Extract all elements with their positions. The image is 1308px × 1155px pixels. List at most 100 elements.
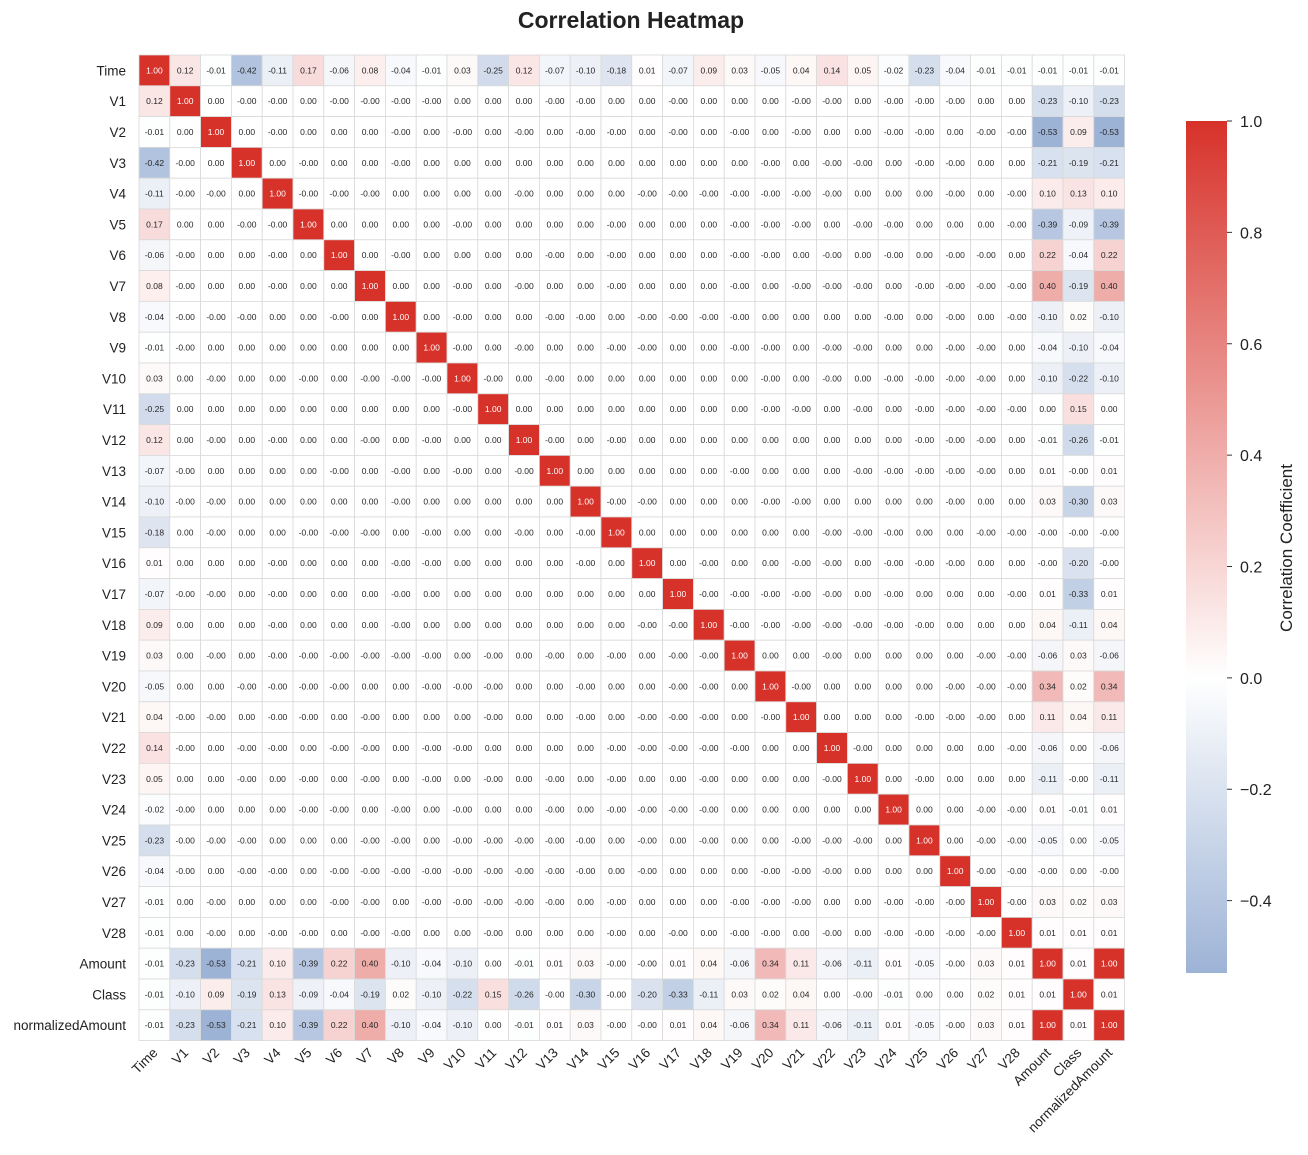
heatmap-cell <box>631 609 663 641</box>
heatmap-cell <box>261 578 294 610</box>
cell-value-label: 0.01 <box>1039 989 1056 999</box>
heatmap-cell <box>847 1009 879 1041</box>
cell-value-label: 0.00 <box>1009 497 1026 507</box>
cell-value-label: -0.00 <box>946 466 966 476</box>
heatmap-cell <box>970 609 1002 641</box>
cell-value-label: -0.01 <box>1069 805 1089 815</box>
cell-value-label: 0.00 <box>731 805 748 815</box>
cell-value-label: -0.00 <box>607 897 627 907</box>
heatmap-cell <box>939 208 971 241</box>
heatmap-cell <box>446 701 479 733</box>
heatmap-cell <box>662 85 694 118</box>
heatmap-cell <box>939 886 971 918</box>
cell-value-label: 0.01 <box>1039 928 1056 938</box>
heatmap-cell <box>970 917 1002 949</box>
cell-value-label: 0.00 <box>1070 866 1087 876</box>
cell-value-label: -0.00 <box>1007 589 1027 599</box>
cell-value-label: 0.00 <box>331 497 348 507</box>
cell-value-label: -0.01 <box>1100 65 1120 75</box>
cell-value-label: 0.00 <box>701 373 718 383</box>
heatmap-cell <box>662 485 694 518</box>
heatmap-cell <box>261 393 294 425</box>
cell-value-label: 0.00 <box>608 158 625 168</box>
cell-value-label: -0.00 <box>330 527 350 537</box>
heatmap-cell <box>1062 424 1095 456</box>
y-tick-label: V12 <box>102 433 126 448</box>
heatmap-cell <box>539 824 571 857</box>
cell-value-label: -0.00 <box>391 589 411 599</box>
cell-value-label: 0.04 <box>793 65 810 75</box>
heatmap-cell <box>939 331 971 364</box>
cell-value-label: -0.00 <box>206 835 226 845</box>
cell-value-label: 0.00 <box>793 158 810 168</box>
cell-value-label: 0.00 <box>208 404 225 414</box>
cell-value-label: -0.00 <box>792 897 812 907</box>
heatmap-cell <box>354 824 386 857</box>
heatmap-cell <box>261 609 294 641</box>
cell-value-label: 0.00 <box>300 466 317 476</box>
cell-value-label: 0.00 <box>701 281 718 291</box>
colorbar-tick-label: 0.8 <box>1240 225 1262 242</box>
heatmap-cell <box>970 855 1002 887</box>
heatmap-cell <box>230 609 263 641</box>
cell-value-label: -0.00 <box>638 835 658 845</box>
cell-value-label: -0.00 <box>853 620 873 630</box>
heatmap-cell <box>1001 978 1033 1011</box>
cell-value-label: 0.00 <box>793 928 810 938</box>
heatmap-cell <box>939 763 971 795</box>
cell-value-label: 0.00 <box>1009 96 1026 106</box>
cell-value-label: -0.00 <box>484 866 504 876</box>
cell-value-label: -0.00 <box>422 681 442 691</box>
cell-value-label: -0.00 <box>330 805 350 815</box>
cell-value-label: 0.00 <box>362 681 379 691</box>
cell-value-label: 0.00 <box>824 312 841 322</box>
cell-value-label: -0.00 <box>822 774 842 784</box>
cell-value-label: -0.00 <box>668 805 688 815</box>
heatmap-cell <box>384 300 417 333</box>
heatmap-cell <box>939 917 971 949</box>
cell-value-label: 0.00 <box>762 651 779 661</box>
cell-value-label: 0.04 <box>1101 620 1118 630</box>
cell-value-label: -0.53 <box>1100 127 1120 137</box>
cell-value-label: -0.00 <box>946 497 966 507</box>
x-tick-label: V17 <box>657 1045 685 1073</box>
cell-value-label: 0.00 <box>947 127 964 137</box>
cell-value-label: 0.00 <box>423 281 440 291</box>
cell-value-label: -0.00 <box>822 835 842 845</box>
heatmap-cell <box>1093 886 1126 918</box>
cell-value-label: 0.00 <box>547 158 564 168</box>
heatmap-cell <box>1093 424 1126 456</box>
cell-value-label: 0.00 <box>547 404 564 414</box>
heatmap-cell <box>169 146 202 179</box>
cell-value-label: 0.00 <box>331 343 348 353</box>
cell-value-label: -0.00 <box>915 435 935 445</box>
cell-value-label: 0.00 <box>1009 158 1026 168</box>
heatmap-cell <box>1093 1009 1126 1041</box>
cell-value-label: -0.00 <box>268 712 288 722</box>
heatmap-cell <box>477 578 509 610</box>
colorbar-label: Correlation Coefficient <box>1277 464 1296 632</box>
cell-value-label: -0.00 <box>1007 281 1027 291</box>
cell-value-label: 0.00 <box>1009 250 1026 260</box>
cell-value-label: 0.22 <box>1039 250 1056 260</box>
cell-value-label: -0.00 <box>453 866 473 876</box>
cell-value-label: 0.00 <box>947 620 964 630</box>
cell-value-label: 1.00 <box>393 312 410 322</box>
cell-value-label: -0.00 <box>422 373 442 383</box>
cell-value-label: -0.00 <box>576 96 596 106</box>
heatmap-cell <box>970 763 1002 795</box>
cell-value-label: 0.00 <box>423 928 440 938</box>
heatmap-cell <box>1093 454 1126 487</box>
heatmap-cell <box>662 670 694 703</box>
cell-value-label: -0.53 <box>206 1020 226 1030</box>
cell-value-label: -0.00 <box>607 497 627 507</box>
heatmap-cell <box>600 393 633 425</box>
heatmap-cell <box>569 670 602 703</box>
cell-value-label: 0.00 <box>393 189 410 199</box>
cell-value-label: -0.00 <box>545 373 565 383</box>
cell-value-label: 0.01 <box>1070 959 1087 969</box>
heatmap-cell <box>415 670 448 703</box>
heatmap-cell <box>1062 855 1095 887</box>
cell-value-label: -0.04 <box>391 65 411 75</box>
y-tick-label: V9 <box>109 341 126 356</box>
